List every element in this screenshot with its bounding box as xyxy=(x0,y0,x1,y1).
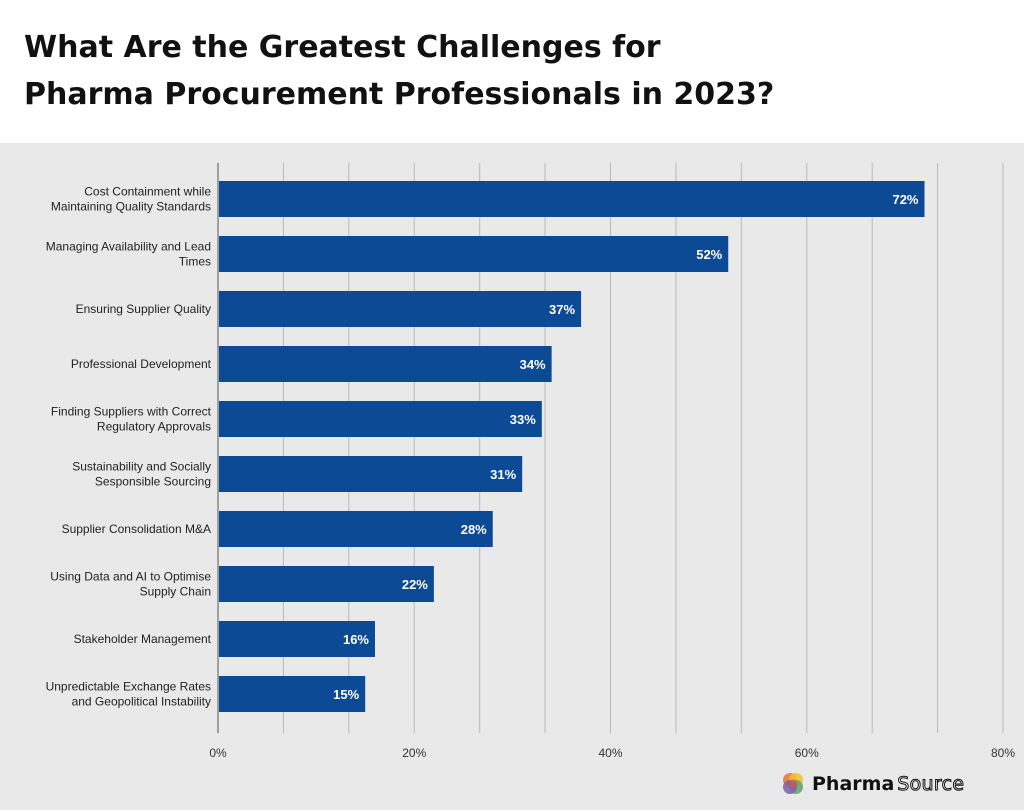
value-label-7: 22% xyxy=(402,577,428,592)
bar-8 xyxy=(219,621,375,657)
bar-1 xyxy=(219,236,729,272)
category-label-1: Managing Availability and Lead Times xyxy=(46,240,211,269)
bar-7 xyxy=(219,566,434,602)
category-label-9: Unpredictable Exchange Rates and Geopolit… xyxy=(46,680,211,709)
category-label-7: Using Data and AI to Optimise Supply Chai… xyxy=(50,570,211,599)
x-tick-label-1: 20% xyxy=(402,746,426,760)
bar-3 xyxy=(219,346,552,382)
bar-2 xyxy=(219,291,582,327)
x-tick-label-2: 40% xyxy=(598,746,622,760)
logo-word-pharma: Pharma xyxy=(812,773,895,795)
pharmasource-logo: Pharma Source xyxy=(780,766,965,802)
chart-title-line-2: Pharma Procurement Professionals in 2023… xyxy=(24,77,775,112)
category-label-6: Supplier Consolidation M&A xyxy=(62,522,211,536)
category-label-8: Stakeholder Management xyxy=(74,632,212,646)
value-label-3: 34% xyxy=(520,357,546,372)
x-tick-label-3: 60% xyxy=(795,746,819,760)
bar-9 xyxy=(219,676,366,712)
logo-word-source: Source xyxy=(897,773,965,796)
category-label-4: Finding Suppliers with Correct Regulatory… xyxy=(51,405,212,434)
bar-chart: 72% Cost Containment while Maintaining Qua… xyxy=(46,163,1015,760)
category-label-5: Sustainability and Socially Sesponsible S… xyxy=(72,460,211,489)
value-label-8: 16% xyxy=(343,632,369,647)
x-tick-label-4: 80% xyxy=(991,746,1015,760)
bar-6 xyxy=(219,511,493,547)
plot-panel: 72% Cost Containment while Maintaining Qua… xyxy=(0,143,1024,810)
value-label-4: 33% xyxy=(510,412,536,427)
value-label-9: 15% xyxy=(333,687,359,702)
category-label-0: Cost Containment while Maintaining Qualit… xyxy=(51,185,211,214)
bar-0 xyxy=(219,181,925,217)
chart-title-line-1: What Are the Greatest Challenges for xyxy=(24,30,661,65)
value-label-6: 28% xyxy=(461,522,487,537)
value-label-1: 52% xyxy=(696,247,722,262)
chart-title: What Are the Greatest Challenges for Pha… xyxy=(24,24,1004,118)
category-label-2: Ensuring Supplier Quality xyxy=(76,302,211,316)
value-label-5: 31% xyxy=(490,467,516,482)
bar-5 xyxy=(219,456,523,492)
value-label-2: 37% xyxy=(549,302,575,317)
x-tick-label-0: 0% xyxy=(209,746,227,760)
value-label-0: 72% xyxy=(892,192,918,207)
category-label-3: Professional Development xyxy=(71,357,212,371)
bar-4 xyxy=(219,401,542,437)
pharmasource-logo-icon xyxy=(783,773,803,794)
